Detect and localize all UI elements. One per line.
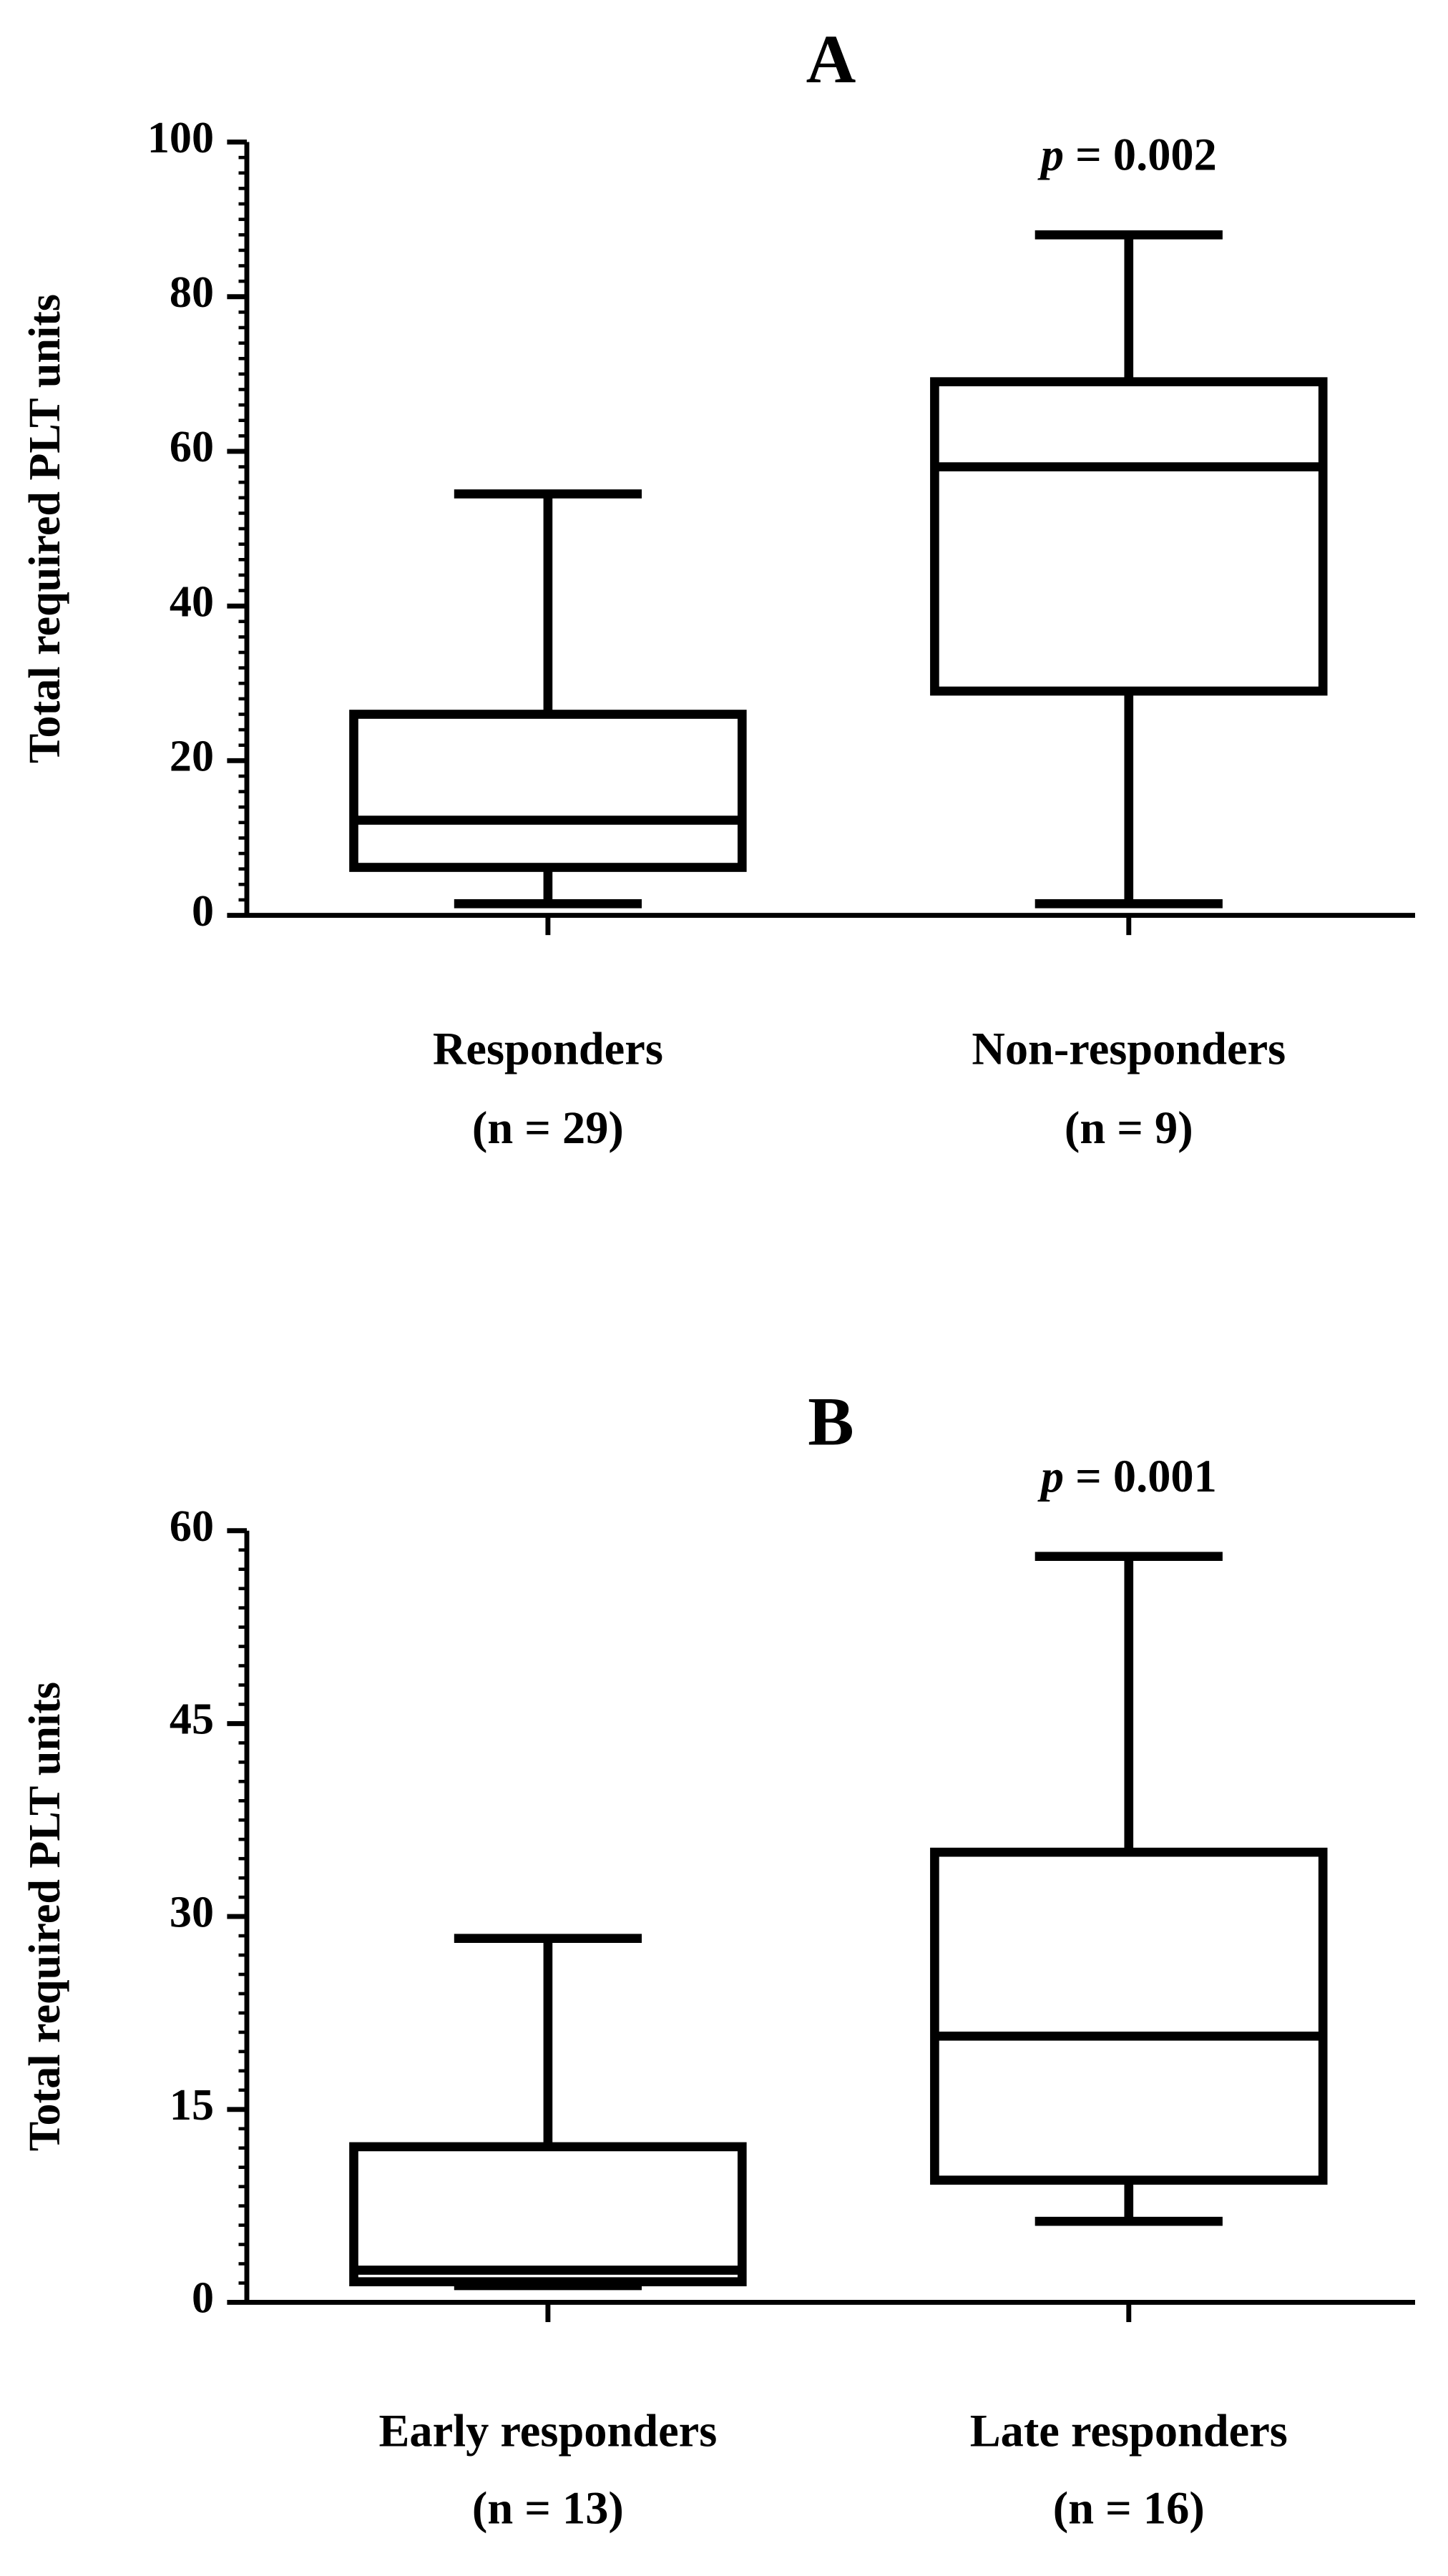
x-tick-label: Early responders (378, 2406, 717, 2457)
y-tick-label: 20 (170, 733, 214, 781)
box (930, 377, 1328, 696)
y-tick-label: 80 (170, 268, 214, 317)
x-tick-note: (n = 9) (1065, 1102, 1193, 1153)
x-tick-label: Late responders (970, 2406, 1288, 2457)
y-tick-label: 15 (170, 2081, 214, 2130)
y-axis-label: Total required PLT units (21, 294, 69, 763)
x-tick-label: Non-responders (972, 1024, 1286, 1074)
annotation: p = 0.001 (1037, 1451, 1217, 1502)
box (349, 2142, 747, 2287)
box (930, 1847, 1328, 2185)
x-tick-label: Responders (433, 1024, 663, 1074)
y-tick-label: 100 (147, 114, 214, 162)
y-tick-label: 60 (170, 1502, 214, 1551)
chart-title: A (806, 21, 856, 97)
y-tick-label: 0 (192, 2274, 214, 2323)
chart-title: B (808, 1383, 853, 1459)
y-tick-label: 0 (192, 887, 214, 936)
y-tick-label: 45 (170, 1695, 214, 1744)
y-tick-label: 60 (170, 423, 214, 471)
box (349, 710, 747, 872)
annotation: p = 0.002 (1037, 129, 1217, 180)
y-tick-label: 30 (170, 1888, 214, 1936)
x-tick-note: (n = 16) (1053, 2483, 1205, 2534)
x-tick-note: (n = 29) (472, 1102, 624, 1153)
y-tick-label: 40 (170, 577, 214, 626)
y-axis-label: Total required PLT units (21, 1682, 69, 2151)
x-tick-note: (n = 13) (472, 2483, 624, 2534)
